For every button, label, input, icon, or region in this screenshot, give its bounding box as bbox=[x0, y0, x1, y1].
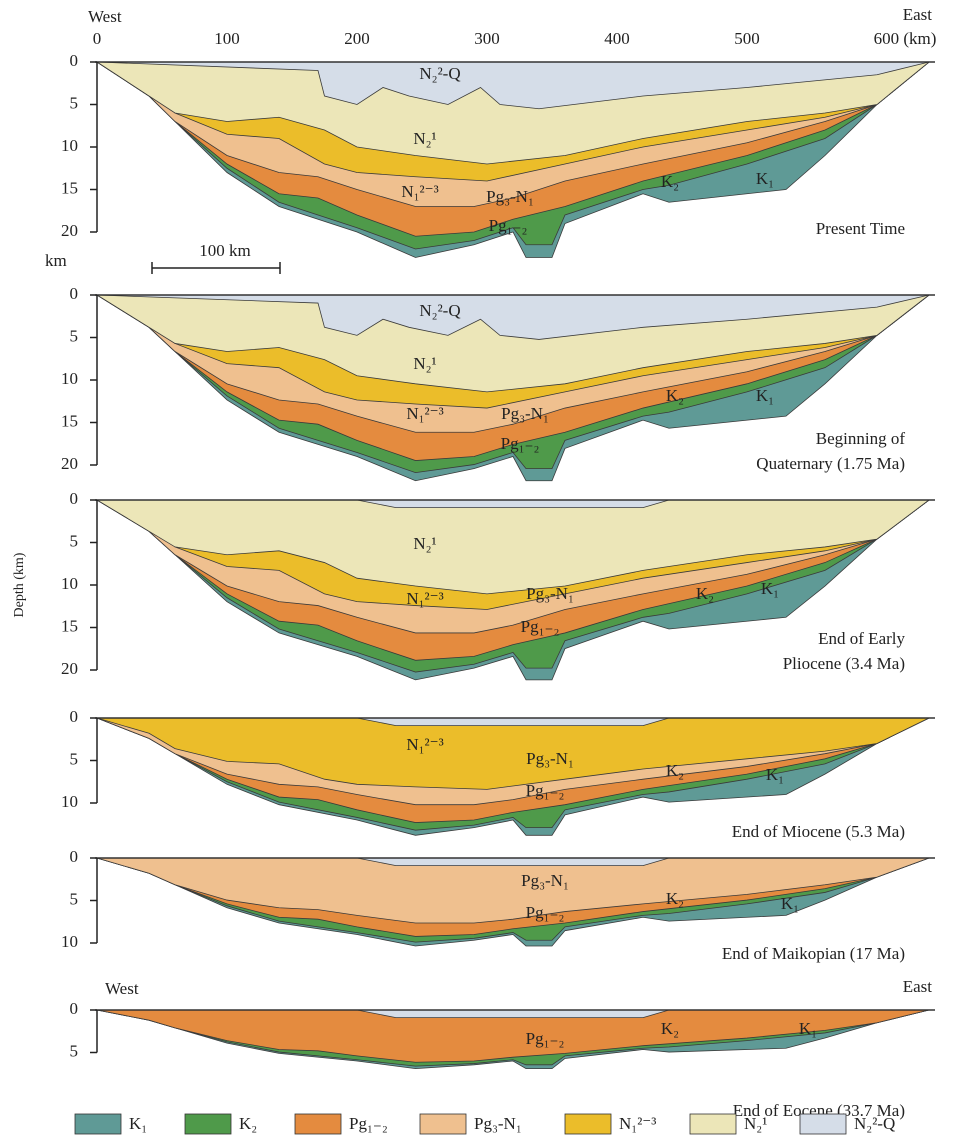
legend-label: K₁ bbox=[129, 1114, 147, 1133]
km-unit: km bbox=[45, 251, 67, 270]
unit-label: N₂¹ bbox=[413, 354, 436, 373]
panel-caption: Pliocene (3.4 Ma) bbox=[783, 654, 905, 673]
panel-caption: Quaternary (1.75 Ma) bbox=[756, 454, 905, 473]
depth-tick-label: 0 bbox=[70, 51, 79, 70]
unit-label: K₁ bbox=[756, 169, 774, 188]
depth-tick-label: 0 bbox=[70, 489, 79, 508]
x-tick-label: 400 bbox=[604, 29, 630, 48]
east-label: East bbox=[903, 5, 933, 24]
depth-tick-label: 10 bbox=[61, 932, 78, 951]
unit-label: N₁²⁻³ bbox=[406, 404, 443, 423]
legend-swatch bbox=[420, 1114, 466, 1134]
legend-label: N₂²-Q bbox=[854, 1114, 895, 1133]
unit-label: Pg₃-N₁ bbox=[526, 584, 574, 603]
depth-tick-label: 15 bbox=[61, 411, 78, 430]
unit-label: Pg₃-N₁ bbox=[526, 749, 574, 768]
unit-label: K₁ bbox=[766, 765, 784, 784]
depth-tick-label: 15 bbox=[61, 178, 78, 197]
depth-tick-label: 10 bbox=[61, 136, 78, 155]
depth-tick-label: 10 bbox=[61, 369, 78, 388]
depth-tick-label: 0 bbox=[70, 999, 79, 1018]
depth-axis-title: Depth (km) bbox=[12, 552, 27, 617]
unit-label: Pg₃-N₁ bbox=[521, 871, 569, 890]
legend-swatch bbox=[690, 1114, 736, 1134]
depth-tick-label: 0 bbox=[70, 284, 79, 303]
cross-section-panel: 0 5 10 15 20 N₂²-Q N₂¹ N₁²⁻³ Pg₃-N₁ Pg₁₋₂ K₂ K₁ Begi… bbox=[61, 284, 935, 481]
unit-label: Pg₃-N₁ bbox=[486, 187, 534, 206]
unit-label: N₁²⁻³ bbox=[406, 735, 443, 754]
depth-tick-label: 5 bbox=[70, 326, 79, 345]
west-label: West bbox=[88, 7, 122, 26]
legend-label: Pg₃-N₁ bbox=[474, 1114, 522, 1133]
depth-tick-label: 5 bbox=[70, 93, 79, 112]
unit-label: Pg₁₋₂ bbox=[489, 216, 528, 235]
x-tick-label: 0 bbox=[93, 29, 102, 48]
cross-section-panel: 0 5 10 15 20 N₂¹ N₁²⁻³ Pg₃-N₁ Pg₁₋₂ K₂ K₁ End of Ea… bbox=[61, 489, 935, 680]
panel-caption: End of Miocene (5.3 Ma) bbox=[732, 822, 905, 841]
east-label: East bbox=[903, 977, 933, 996]
depth-tick-label: 15 bbox=[61, 616, 78, 635]
panel-caption: End of Maikopian (17 Ma) bbox=[722, 944, 905, 963]
depth-tick-label: 5 bbox=[70, 749, 79, 768]
panel-caption: Beginning of bbox=[816, 429, 906, 448]
unit-label: Pg₁₋₂ bbox=[526, 903, 565, 922]
depth-tick-label: 5 bbox=[70, 889, 79, 908]
unit-label: Pg₁₋₂ bbox=[521, 617, 560, 636]
unit-label: N₂¹ bbox=[413, 534, 436, 553]
unit-label: K₂ bbox=[666, 889, 684, 908]
scale-bar-label: 100 km bbox=[199, 241, 250, 260]
legend-swatch bbox=[295, 1114, 341, 1134]
depth-tick-label: 0 bbox=[70, 847, 79, 866]
panel-caption: End of Early bbox=[818, 629, 905, 648]
cross-section-panel: 0 5 10 15 20 N₂²-Q N₂¹ N₁²⁻³ Pg₃-N₁ Pg₁₋₂ K₂ K₁ Pres… bbox=[61, 51, 935, 258]
unit-label: N₂²-Q bbox=[419, 301, 460, 320]
unit-label: Pg₁₋₂ bbox=[526, 1029, 565, 1048]
unit-label: N₁²⁻³ bbox=[406, 589, 443, 608]
x-tick-label: 100 bbox=[214, 29, 240, 48]
figure: West East Depth (km) km 100 km 010020030… bbox=[0, 0, 956, 1140]
unit-label: K₂ bbox=[666, 386, 684, 405]
depth-tick-label: 5 bbox=[70, 531, 79, 550]
unit-label: N₁²⁻³ bbox=[401, 182, 438, 201]
legend-swatch bbox=[75, 1114, 121, 1134]
x-tick-label: 500 bbox=[734, 29, 760, 48]
depth-tick-label: 20 bbox=[61, 659, 78, 678]
unit-label: K₂ bbox=[696, 584, 714, 603]
legend-swatch bbox=[565, 1114, 611, 1134]
unit-label: K₁ bbox=[756, 386, 774, 405]
depth-tick-label: 0 bbox=[70, 707, 79, 726]
unit-label: N₂²-Q bbox=[419, 64, 460, 83]
x-tick-label: 300 bbox=[474, 29, 500, 48]
legend-label: N₂¹ bbox=[744, 1114, 767, 1133]
x-tick-label: 600 (km) bbox=[874, 29, 937, 48]
unit-label: K₂ bbox=[661, 1019, 679, 1038]
unit-label: Pg₁₋₂ bbox=[501, 434, 540, 453]
unit-label: K₂ bbox=[666, 761, 684, 780]
unit-label: Pg₁₋₂ bbox=[526, 781, 565, 800]
west-label: West bbox=[105, 979, 139, 998]
depth-tick-label: 20 bbox=[61, 221, 78, 240]
depth-tick-label: 10 bbox=[61, 792, 78, 811]
cross-section-panel: 0 5 10 Pg₃-N₁ Pg₁₋₂ K₂ K₁ End of Maikopian (17 … bbox=[61, 847, 935, 963]
unit-label: K₁ bbox=[799, 1019, 817, 1038]
unit-label: N₂¹ bbox=[413, 129, 436, 148]
legend-swatch bbox=[185, 1114, 231, 1134]
legend-label: N₁²⁻³ bbox=[619, 1114, 656, 1133]
legend-label: K₂ bbox=[239, 1114, 257, 1133]
x-tick-label: 200 bbox=[344, 29, 370, 48]
cross-section-panel: 0 5 10 N₁²⁻³ Pg₃-N₁ Pg₁₋₂ K₂ K₁ End of Miocene (… bbox=[61, 707, 935, 841]
unit-label: K₁ bbox=[761, 579, 779, 598]
legend-swatch bbox=[800, 1114, 846, 1134]
unit-label: Pg₃-N₁ bbox=[501, 404, 549, 423]
depth-tick-label: 5 bbox=[70, 1041, 79, 1060]
unit-label: K₂ bbox=[661, 172, 679, 191]
depth-tick-label: 20 bbox=[61, 454, 78, 473]
depth-tick-label: 10 bbox=[61, 574, 78, 593]
unit-label: K₁ bbox=[781, 894, 799, 913]
legend-label: Pg₁₋₂ bbox=[349, 1114, 388, 1133]
panel-caption: Present Time bbox=[816, 219, 905, 238]
